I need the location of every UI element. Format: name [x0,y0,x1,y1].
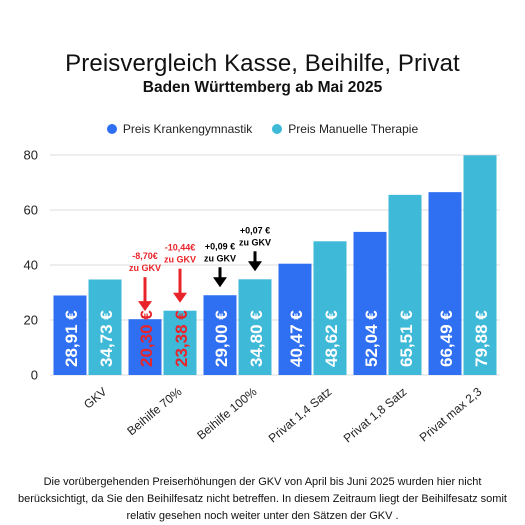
legend-item-krankengymnastik: Preis Krankengymnastik [106,122,253,136]
bar [53,295,87,375]
x-tick-label: Privat 1,8 Satz [341,385,410,446]
annotation-label: +0,09 € [205,241,235,251]
bar-value-label: 34,80 € [247,310,266,367]
annotation-label: -10,44€ [165,243,196,253]
x-tick-label: Beihilfe 70% [124,384,184,438]
bar-value-label: 40,47 € [287,310,306,367]
bar-value-label: 79,88 € [472,310,491,367]
y-tick-label: 0 [31,368,38,383]
legend: Preis Krankengymnastik Preis Manuelle Th… [0,122,525,136]
bar [353,231,387,375]
bar-value-label: 65,51 € [397,310,416,367]
annotation-arrow-head [213,277,227,288]
annotation-label: zu GKV [164,255,196,265]
bar [203,295,237,375]
chart-title: Preisvergleich Kasse, Beihilfe, Privat [65,50,460,77]
x-tick-label: GKV [81,385,109,412]
bar-value-label: 34,73 € [97,310,116,367]
bar-value-label: 48,62 € [322,310,341,367]
bar [128,319,162,375]
annotation-arrow-head [138,301,152,312]
bar [388,194,422,375]
legend-label-manuelle-therapie: Preis Manuelle Therapie [288,122,419,136]
x-tick-label: Privat max 2,3 [417,384,485,444]
annotation-label: zu GKV [239,237,271,247]
bar [238,279,272,375]
bar [88,279,122,375]
footnote: Die vorübergehenden Preiserhöhungen der … [18,476,507,522]
bar [313,241,347,375]
annotation-label: zu GKV [129,263,161,273]
bar-value-label: 29,00 € [212,310,231,367]
bar-value-label: 23,38 € [172,310,191,367]
bar-value-label: 52,04 € [362,310,381,367]
annotation-arrow-head [173,292,187,303]
y-tick-label: 80 [24,148,38,163]
bar-value-label: 28,91 € [62,310,81,367]
bar [428,192,462,375]
annotation-label: zu GKV [204,253,236,263]
annotation-label: +0,07 € [240,225,270,235]
bar-chart: 0 20 40 60 80 28,91 € 34,73 € GKV 20,30 € 23,38 €… [24,148,500,446]
annotation-arrow-head [248,261,262,272]
legend-label-krankengymnastik: Preis Krankengymnastik [122,122,253,136]
bar-value-label: 20,30 € [137,310,156,367]
legend-item-manuelle-therapie: Preis Manuelle Therapie [272,122,418,136]
x-tick-label: Privat 1,4 Satz [266,385,335,446]
chart-subtitle: Baden Württemberg ab Mai 2025 [142,79,383,96]
y-tick-label: 60 [24,203,38,218]
annotation-label: -8,70€ [132,251,158,261]
bar [163,310,197,375]
y-tick-label: 40 [24,258,38,273]
y-tick-label: 20 [24,313,38,328]
x-tick-label: Beihilfe 100% [194,384,259,442]
legend-swatch-krankengymnastik [106,124,117,134]
legend-swatch-manuelle-therapie [272,124,283,134]
bar [278,263,312,375]
bar [463,155,497,375]
bar-value-label: 66,49 € [437,310,456,367]
